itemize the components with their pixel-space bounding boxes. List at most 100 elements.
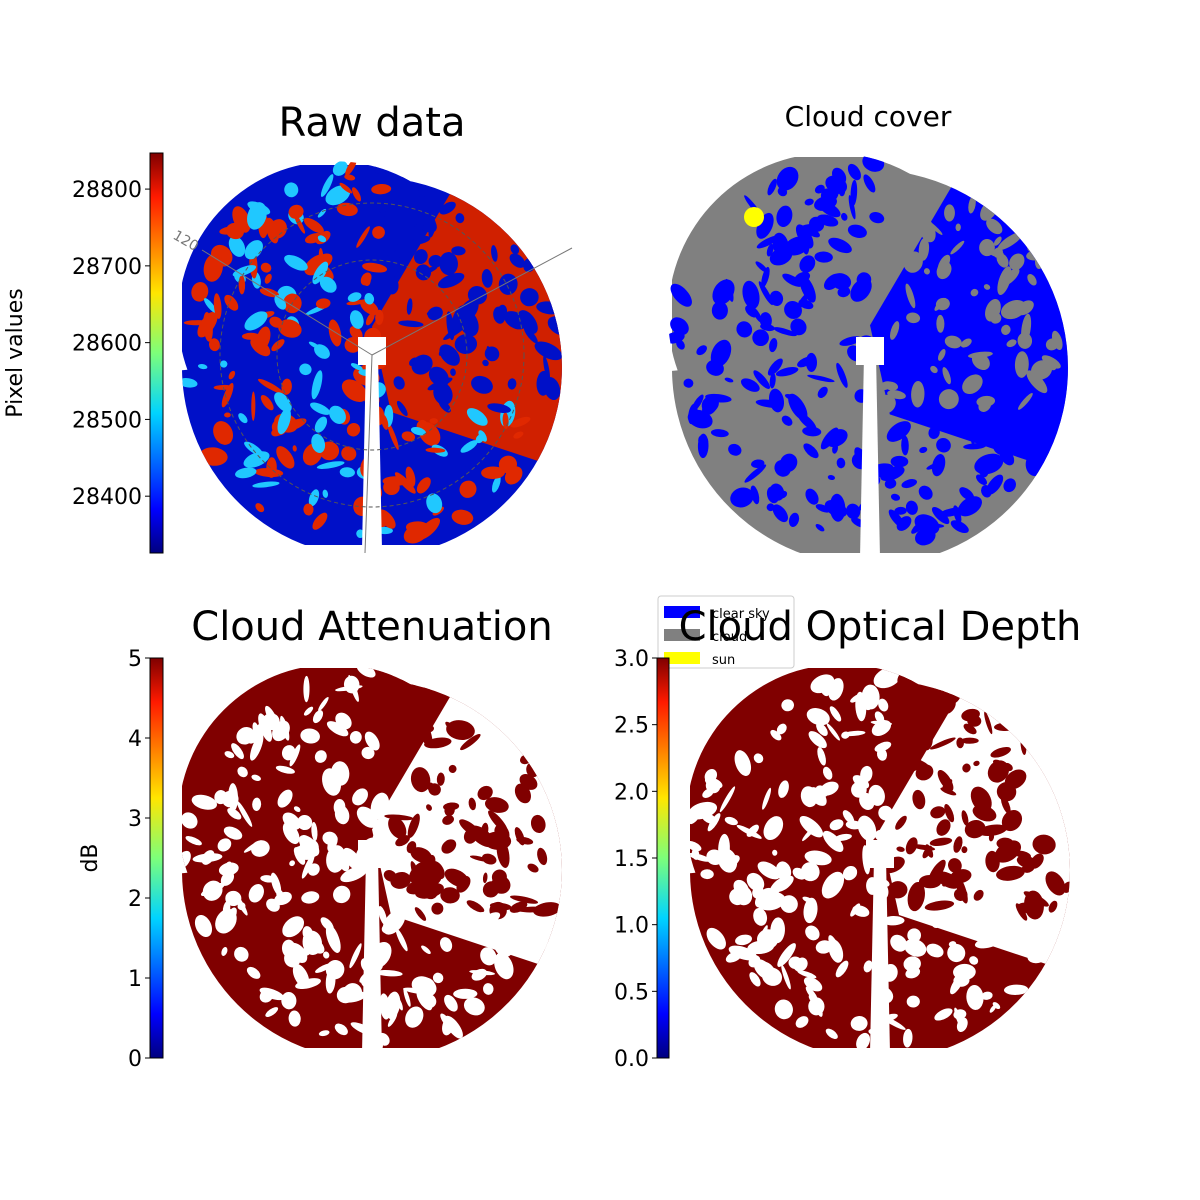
sky-blob [437, 272, 465, 289]
sky-blob [863, 174, 876, 193]
sky-blob [305, 232, 323, 244]
sky-blob [356, 806, 379, 828]
sky-blob [303, 217, 324, 234]
sky-blob [983, 284, 991, 290]
sky-blob [797, 970, 817, 979]
sky-blob [750, 459, 765, 468]
sky-blob [428, 783, 441, 796]
sky-blob [808, 731, 827, 749]
sky-blob [203, 253, 223, 282]
sky-blob [474, 692, 484, 711]
sky-blob [850, 1016, 868, 1031]
sky-blob [744, 464, 767, 483]
sky-blob [278, 319, 302, 338]
sky-blob [288, 1010, 301, 1027]
sky-blob [500, 918, 509, 928]
colorbar-label: Pixel values [3, 288, 28, 417]
sky-blob [890, 455, 909, 468]
sky-blob [981, 484, 992, 498]
sky-blob [301, 891, 320, 904]
sky-blob [988, 249, 1004, 257]
sky-blob [314, 344, 330, 359]
sky-blob [847, 224, 867, 239]
sky-blob [876, 748, 888, 761]
polar-axis [364, 354, 373, 554]
sky-blob [371, 184, 392, 195]
sky-blob [776, 723, 787, 735]
sky-blob [334, 1023, 348, 1036]
sky-blob [300, 728, 320, 744]
sky-blob [963, 443, 987, 450]
sky-blob [274, 295, 287, 310]
sky-blob [944, 804, 955, 823]
sky-blob [282, 822, 300, 845]
sky-blob [885, 381, 899, 391]
sky-blob [234, 946, 249, 962]
sky-blob [178, 378, 198, 388]
sky-blob [275, 765, 295, 774]
sky-blob [961, 810, 969, 826]
sky-blob [874, 829, 898, 844]
sky-blob [341, 446, 357, 461]
sky-blob [491, 875, 511, 894]
sky-blob [799, 275, 816, 303]
sky-blob [277, 408, 291, 435]
sky-blob [755, 399, 784, 408]
sky-blob [252, 481, 280, 488]
sky-blob [997, 201, 1007, 216]
sky-blob [344, 174, 356, 181]
sky-blob [1045, 871, 1066, 896]
sky-blob [365, 304, 375, 314]
sky-blob [314, 416, 328, 433]
sky-blob [223, 826, 243, 840]
sky-blob [890, 934, 907, 952]
sky-blob [837, 286, 851, 298]
sky-blob [981, 991, 993, 1000]
sky-blob [835, 960, 849, 978]
sky-blob [1014, 351, 1029, 378]
sky-blob [436, 772, 445, 786]
sky-blob [418, 187, 427, 198]
sky-blob [247, 201, 271, 215]
sky-blob [1026, 901, 1043, 917]
sky-blob [940, 787, 957, 796]
sky-blob [221, 866, 232, 878]
sky-blob [323, 951, 330, 959]
sky-blob [687, 409, 713, 429]
sky-blob [911, 380, 925, 408]
sky-blob [427, 377, 453, 391]
sky-blob [701, 395, 719, 413]
sky-blob [391, 712, 406, 722]
sky-blob [341, 379, 368, 402]
sun-marker [744, 207, 764, 227]
sky-blob [676, 339, 685, 350]
sky-blob [241, 332, 261, 340]
sky-blob [815, 940, 833, 954]
sky-blob [509, 895, 539, 904]
sky-blob [303, 946, 311, 956]
sky-blob [444, 994, 458, 1012]
sky-blob [326, 721, 349, 737]
sky-blob [878, 698, 889, 712]
sky-blob [352, 788, 368, 806]
sky-blob [803, 977, 823, 992]
sky-blob [383, 479, 400, 496]
sky-blob [1027, 950, 1046, 964]
sky-blob [978, 824, 1007, 837]
sky-blob [776, 166, 799, 191]
sky-blob [248, 884, 264, 903]
sky-blob [886, 421, 911, 442]
sky-blob [346, 299, 367, 306]
sky-blob [265, 705, 279, 728]
sky-blob [491, 245, 498, 262]
sky-blob [346, 422, 361, 437]
sky-blob [276, 889, 284, 899]
sky-blob [225, 222, 245, 240]
sky-blob [918, 237, 930, 261]
sky-blob [345, 161, 357, 176]
colorbar-tick-label: 4 [128, 727, 142, 752]
sky-blob [394, 472, 416, 494]
sky-blob [483, 983, 494, 995]
sky-blob [235, 467, 257, 479]
sky-blob [491, 475, 501, 493]
